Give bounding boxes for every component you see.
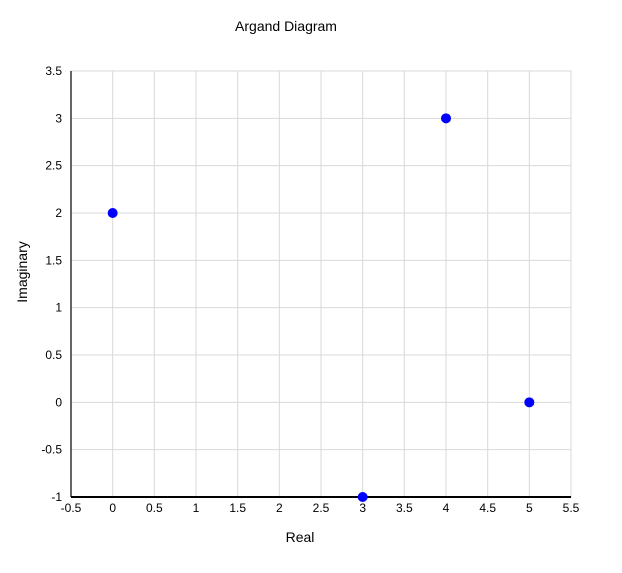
data-point [357, 492, 368, 502]
data-point [524, 397, 535, 408]
x-tick-label: 0 [109, 501, 116, 515]
y-tick-label: 2.5 [45, 159, 62, 173]
y-tick-label: 3 [55, 111, 62, 125]
x-tick-label: 3.5 [396, 501, 413, 515]
data-point [107, 208, 118, 218]
x-tick-label: 3 [359, 501, 366, 515]
x-tick-label: 1.5 [229, 501, 246, 515]
x-tick-label: 4 [443, 501, 450, 515]
tick-labels: -0.5 0 0.5 1 1.5 2 2.5 3 3.5 4 4.5 5 5.5-1-0.500.511… [41, 64, 579, 515]
data-points [107, 113, 535, 502]
x-tick-label: 2 [276, 501, 283, 515]
y-tick-label: -1 [51, 490, 62, 504]
x-tick-label: 1 [193, 501, 200, 515]
x-tick-label: 5 [526, 501, 533, 515]
y-tick-label: 0 [55, 395, 62, 409]
x-tick-label: 2.5 [313, 501, 330, 515]
x-tick-label: 0.5 [146, 501, 163, 515]
y-axis-title: Imaginary [14, 241, 30, 302]
y-tick-label: 3.5 [45, 64, 62, 78]
grid-lines [70, 70, 572, 498]
y-tick-label: -0.5 [41, 443, 62, 457]
x-axis-title: Real [286, 529, 315, 545]
y-tick-label: 1.5 [45, 253, 62, 267]
y-tick-label: 1 [55, 301, 62, 315]
axes [70, 71, 571, 498]
chart-title: Argand Diagram [235, 18, 337, 34]
data-point [441, 113, 451, 124]
x-tick-label: 4.5 [479, 501, 496, 515]
x-tick-label: -0.5 [61, 501, 82, 515]
y-tick-label: 0.5 [45, 348, 62, 362]
x-tick-label: 5.5 [563, 501, 580, 515]
y-tick-label: 2 [55, 206, 62, 220]
